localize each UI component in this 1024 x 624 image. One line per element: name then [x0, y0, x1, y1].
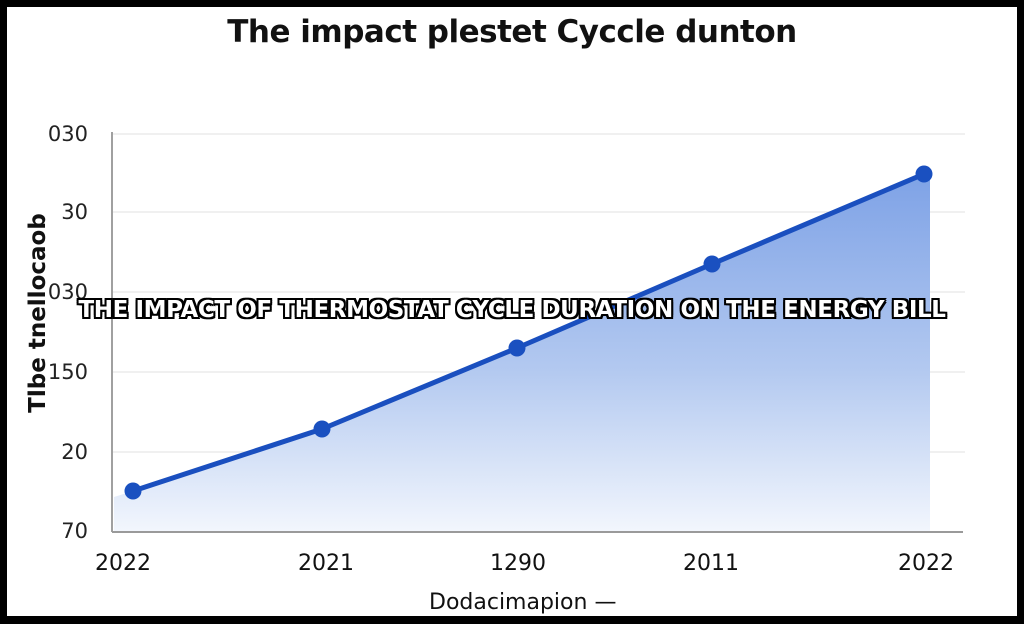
x-tick-label: 2022 [898, 551, 954, 576]
x-tick-label: 1290 [490, 551, 546, 576]
data-point [124, 482, 142, 500]
data-point [915, 165, 933, 183]
overlay-caption: THE IMPACT OF THERMOSTAT CYCLE DURATION … [78, 297, 946, 323]
y-tick-label: 70 [61, 519, 88, 543]
y-tick-label: 150 [47, 360, 88, 384]
data-point [508, 339, 526, 357]
y-tick-label: 030 [47, 122, 88, 146]
data-point [703, 255, 721, 273]
y-tick-label: 030 [47, 280, 88, 304]
data-markers [124, 165, 933, 500]
x-tick-label: 2021 [298, 551, 354, 576]
x-tick-label: 2011 [683, 551, 739, 576]
y-tick-label: 30 [61, 200, 88, 224]
y-tick-label: 20 [61, 440, 88, 464]
chart-title: The impact plestet Cyccle dunton [227, 14, 797, 50]
x-axis-label: Dodacimapion — [429, 590, 617, 615]
data-point [313, 420, 331, 438]
x-tick-label: 2022 [95, 551, 151, 576]
